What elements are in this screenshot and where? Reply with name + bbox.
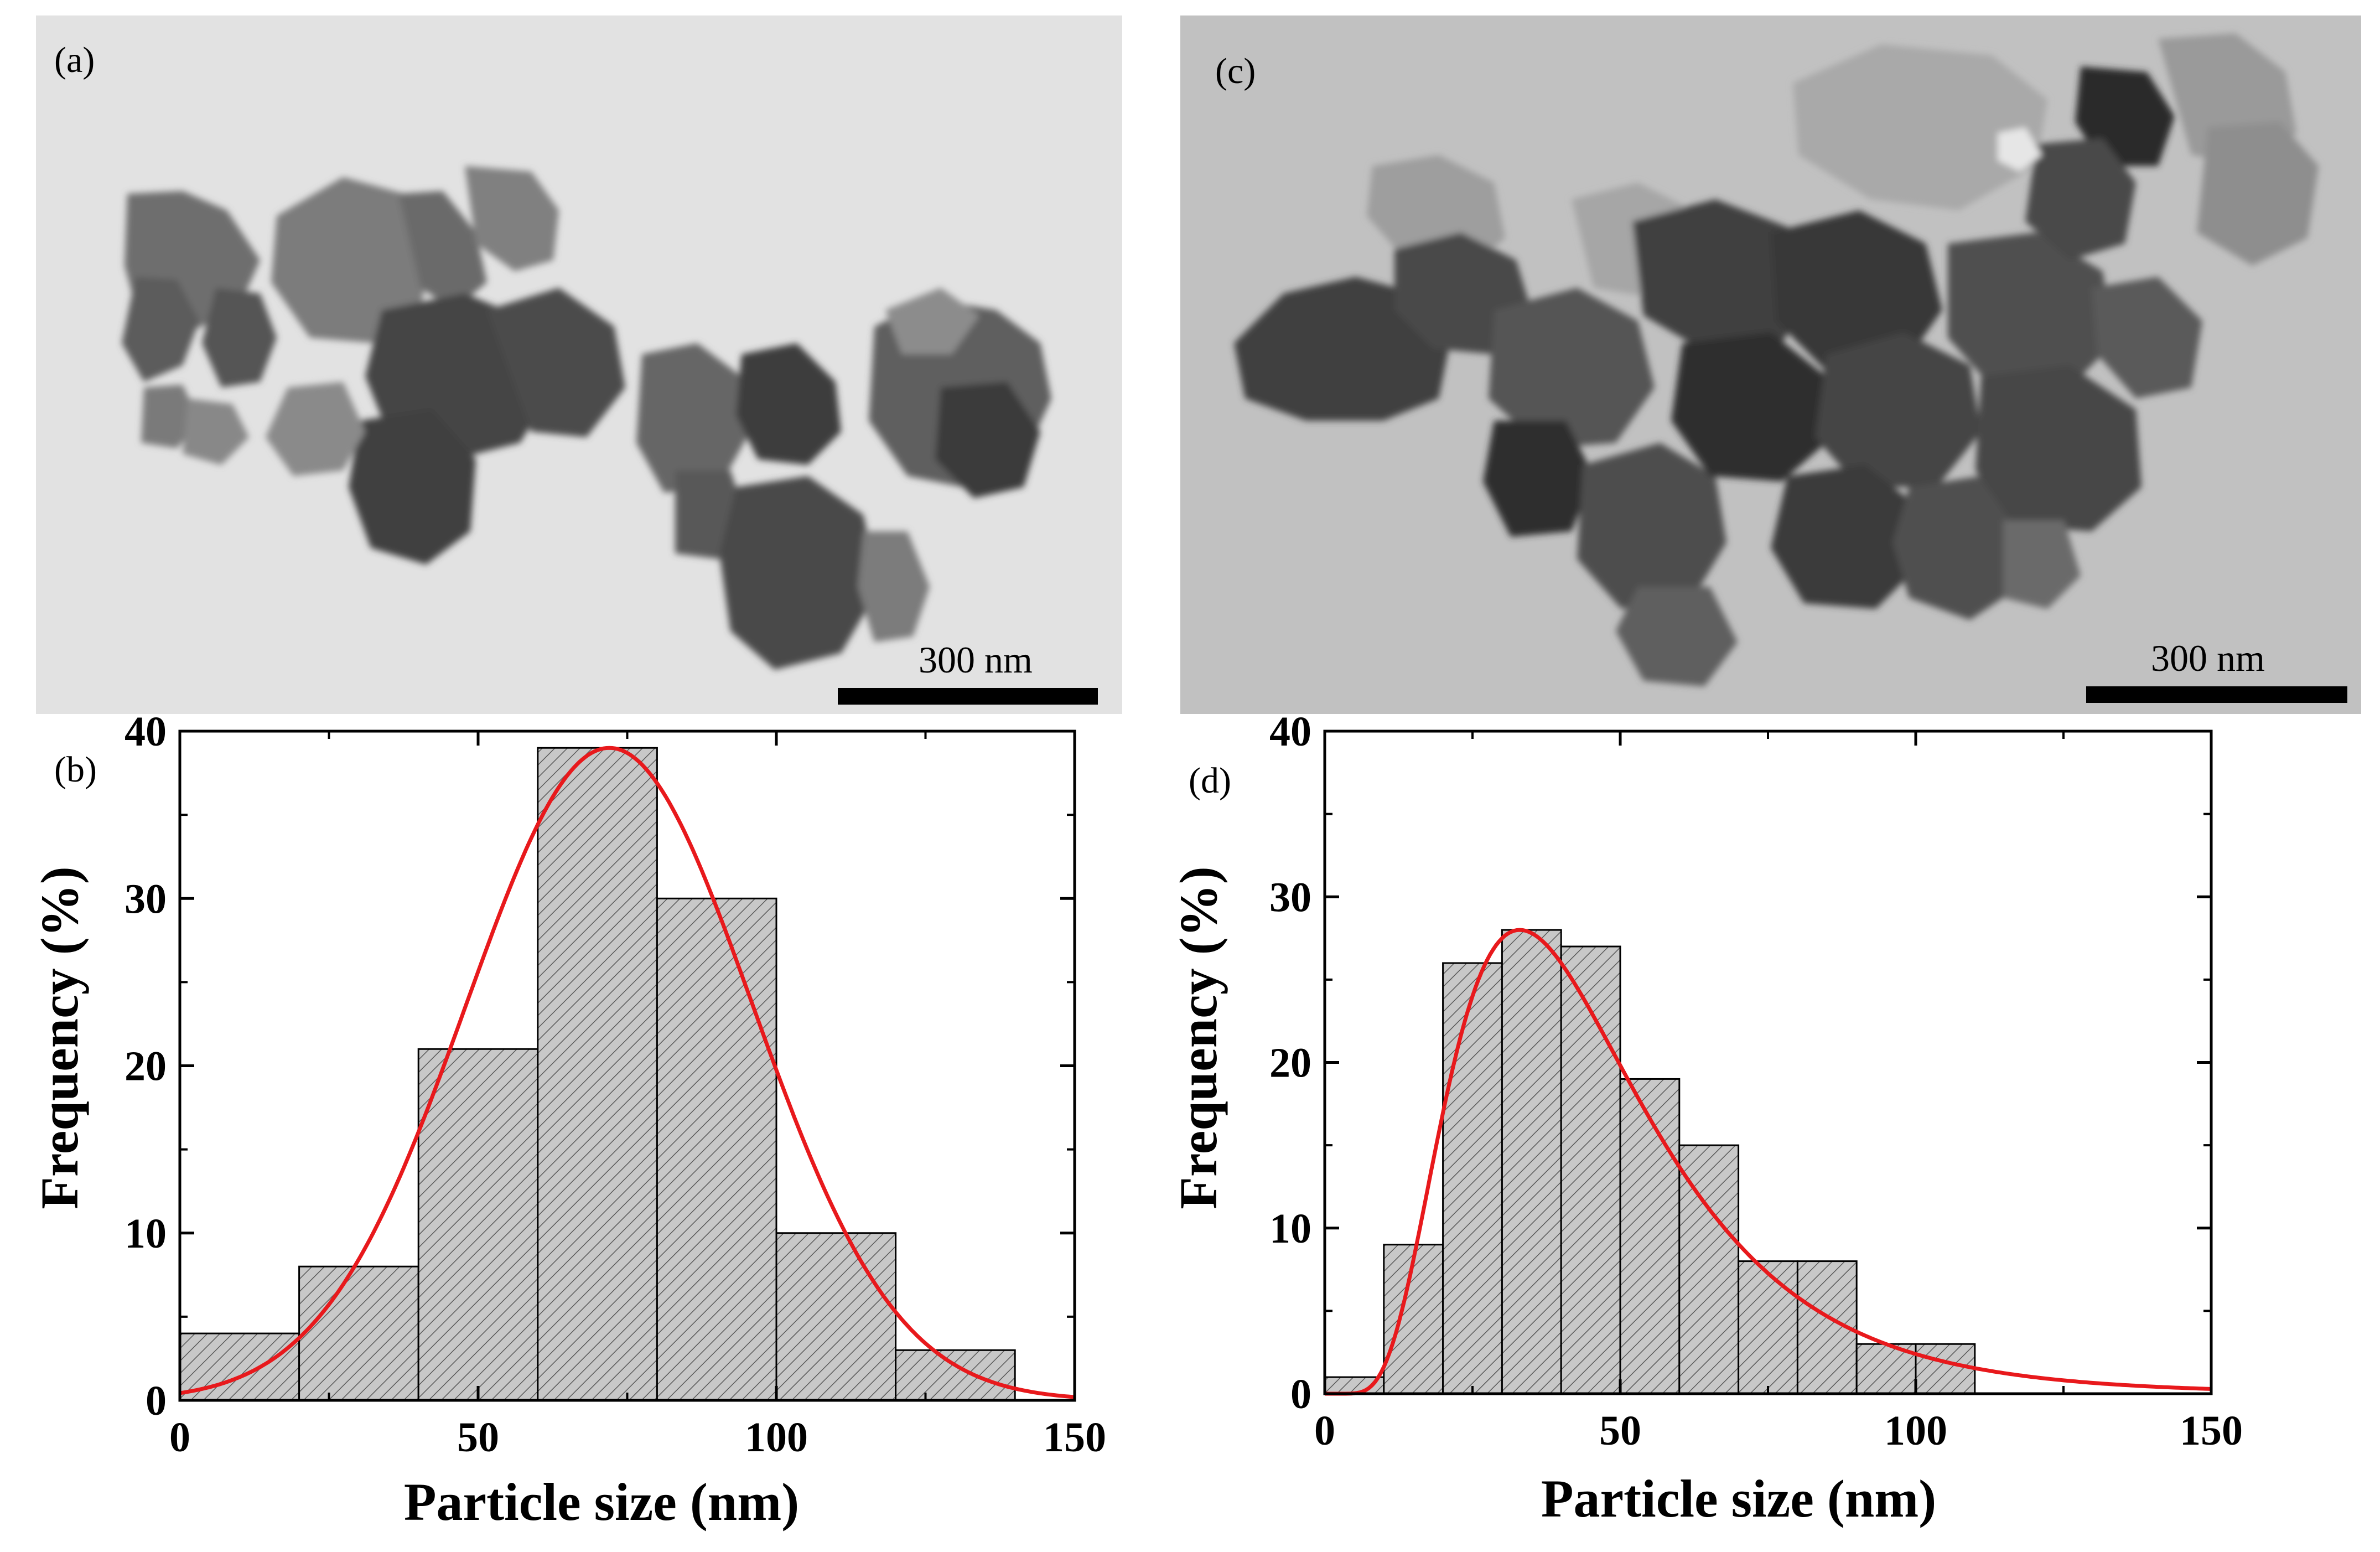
y-axis-title-d: Frequency (%) [1169, 866, 1228, 1209]
y-tick-label: 20 [1269, 1040, 1311, 1087]
y-tick-label: 30 [1269, 874, 1311, 920]
x-axis-title-b: Particle size (nm) [404, 1472, 799, 1532]
panel-label-a: (a) [54, 40, 95, 80]
y-tick-label: 40 [125, 708, 167, 755]
histogram-bar [1678, 1144, 1740, 1395]
panel-label-d: (d) [1189, 761, 1231, 801]
histogram-bar [1560, 945, 1621, 1395]
panel-label-b: (b) [54, 749, 97, 790]
y-tick-label: 10 [1269, 1206, 1311, 1252]
y-axis-title-b: Frequency (%) [30, 866, 89, 1209]
y-tick-label: 0 [1290, 1371, 1311, 1418]
panel-label-c: (c) [1215, 51, 1256, 91]
histogram-chart-d: 0 50 100 150 0 10 20 30 40 (d) Particle size (nm… [1169, 708, 2243, 1528]
histogram-bar [1442, 962, 1503, 1395]
histogram-bar [1738, 1260, 1798, 1395]
y-tick-label: 40 [1269, 708, 1311, 755]
histogram-bar [895, 1349, 1016, 1401]
fit-curve-b [179, 746, 1075, 1399]
x-tick-label: 0 [1314, 1408, 1335, 1454]
x-tick-label: 150 [2180, 1408, 2243, 1454]
histogram-bar [1383, 1244, 1444, 1395]
histogram-bar [1501, 929, 1562, 1395]
histogram-chart-b: 0 50 100 150 0 10 20 30 40 (b) Particle size (nm… [30, 708, 1106, 1532]
x-tick-label: 150 [1043, 1414, 1106, 1461]
tem-image-c [1180, 15, 2361, 714]
histogram-bar [1915, 1343, 1976, 1395]
x-tick-label: 100 [745, 1414, 808, 1461]
y-tick-label: 0 [146, 1378, 167, 1424]
histogram-bar [417, 1048, 539, 1401]
x-tick-label: 0 [169, 1414, 190, 1461]
histogram-bar [1619, 1078, 1681, 1395]
x-tick-label: 50 [457, 1414, 499, 1461]
x-tick-label: 50 [1599, 1408, 1641, 1454]
x-tick-label: 100 [1884, 1408, 1947, 1454]
y-tick-label: 30 [125, 876, 167, 922]
histogram-bar [775, 1232, 897, 1401]
histogram-bar [656, 897, 777, 1401]
y-tick-label: 20 [125, 1043, 167, 1090]
histogram-bar [298, 1265, 419, 1401]
x-axis-title-d: Particle size (nm) [1541, 1469, 1936, 1528]
fit-curve-d [1325, 928, 2212, 1396]
y-tick-label: 10 [125, 1210, 167, 1257]
scale-bar-label-a: 300 nm [919, 639, 1033, 681]
tem-image-a [36, 15, 1122, 714]
histogram-bar [537, 747, 658, 1401]
scale-bar-label-c: 300 nm [2151, 637, 2265, 679]
